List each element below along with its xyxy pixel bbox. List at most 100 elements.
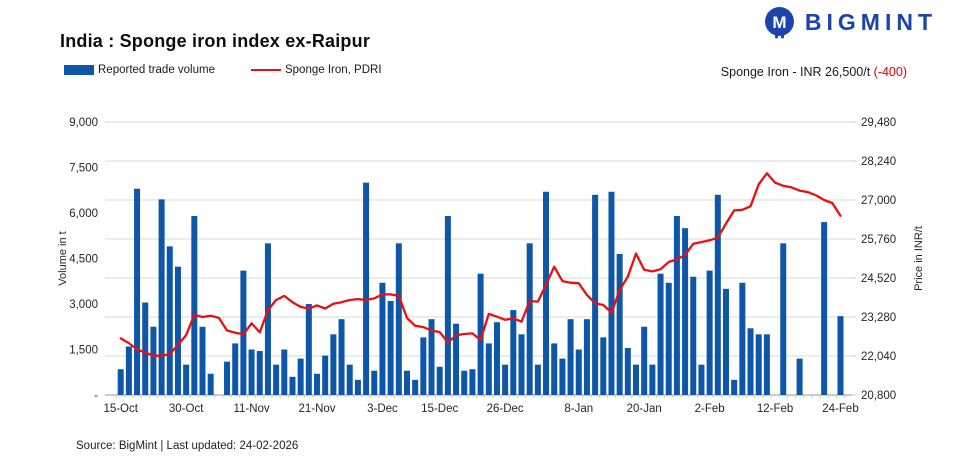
volume-bar (395, 243, 402, 395)
volume-bar (248, 349, 255, 395)
price-change-value: (-400) (873, 65, 907, 79)
volume-bar (420, 337, 427, 395)
volume-bar (682, 228, 689, 395)
volume-bar (485, 343, 492, 395)
volume-bar (559, 358, 566, 395)
volume-bar (551, 343, 558, 395)
volume-bar (207, 373, 214, 395)
volume-bar (354, 379, 361, 395)
x-axis-tick-label: 15-Dec (421, 403, 458, 415)
volume-bar (436, 366, 443, 395)
volume-bar (428, 319, 435, 395)
volume-bar (624, 347, 631, 395)
x-axis-tick-label: 3-Dec (367, 403, 398, 415)
left-axis-tick-label: - (94, 390, 98, 402)
volume-bar (363, 182, 370, 395)
volume-bar (224, 361, 231, 395)
volume-bar (166, 246, 173, 395)
volume-bar (731, 379, 738, 395)
x-axis-tick-label: 20-Jan (627, 403, 662, 415)
volume-bar (641, 326, 648, 395)
left-axis-tick-label: 9,000 (69, 117, 98, 129)
right-axis-tick-label: 29,480 (861, 117, 896, 129)
volume-bar (338, 319, 345, 395)
volume-bar (469, 369, 476, 395)
volume-bar (657, 273, 664, 395)
right-axis-tick-label: 20,800 (861, 390, 896, 402)
x-axis-tick-label: 30-Oct (169, 403, 204, 415)
volume-bar (698, 364, 705, 395)
volume-bar (747, 328, 754, 395)
volume-bar (346, 364, 353, 395)
volume-bar (608, 191, 615, 395)
volume-bar (722, 288, 729, 395)
x-axis-tick-label: 12-Feb (757, 403, 793, 415)
volume-bar (600, 337, 607, 395)
left-axis-tick-label: 3,000 (69, 299, 98, 311)
chart-legend: Reported trade volume Sponge Iron, PDRI (64, 64, 382, 76)
x-axis-tick-label: 24-Feb (822, 403, 858, 415)
left-axis-tick-label: 6,000 (69, 208, 98, 220)
volume-bar (289, 376, 296, 395)
volume-bar (273, 364, 280, 395)
volume-bar (837, 316, 844, 395)
volume-bar (534, 364, 541, 395)
right-axis-tick-label: 27,000 (861, 195, 896, 207)
volume-bar (174, 266, 181, 395)
volume-bar (232, 343, 239, 395)
price-summary: Sponge Iron - INR 26,500/t (-400) (721, 65, 907, 79)
svg-text:M: M (772, 13, 786, 32)
price-line (119, 172, 842, 357)
right-axis-tick-label: 23,280 (861, 312, 896, 324)
volume-bar (543, 191, 550, 395)
volume-bar (314, 373, 321, 395)
volume-bar (125, 346, 132, 395)
volume-bar (673, 216, 680, 395)
left-axis-tick-label: 7,500 (69, 163, 98, 175)
volume-bar (461, 370, 468, 395)
x-axis-tick-label: 21-Nov (298, 403, 335, 415)
volume-bar (690, 276, 697, 395)
volume-bar (665, 282, 672, 395)
bigmint-logo-icon: M (764, 7, 794, 39)
volume-bar (780, 243, 787, 395)
volume-bar (371, 370, 378, 395)
volume-bar (191, 216, 198, 395)
volume-bar (502, 364, 509, 395)
price-line-swatch (250, 68, 281, 72)
volume-bar (633, 364, 640, 395)
bigmint-logo: M BIGMINT (763, 6, 937, 39)
volume-bar (281, 349, 288, 395)
volume-bar (583, 319, 590, 395)
volume-bar (526, 243, 533, 395)
volume-bar (444, 216, 451, 395)
volume-bar (305, 304, 312, 395)
left-axis-tick-label: 1,500 (69, 345, 98, 357)
left-axis-title: Volume in t (57, 231, 69, 285)
volume-bar (453, 323, 460, 395)
right-axis-tick-label: 22,040 (861, 351, 896, 363)
volume-bar (477, 273, 484, 395)
volume-bar (158, 199, 165, 395)
volume-bar (755, 334, 762, 395)
volume-bar (412, 379, 419, 395)
volume-bar (183, 364, 190, 395)
volume-bar (256, 351, 263, 395)
chart-canvas: - 1,500 3,000 4,500 6,000 7,500 9,000 20,800 22,… (57, 117, 925, 415)
volume-bar (117, 369, 124, 395)
x-axis-tick-label: 8-Jan (564, 403, 593, 415)
volume-bar (706, 270, 713, 395)
right-axis-tick-label: 25,760 (861, 234, 896, 246)
volume-bar (387, 300, 394, 395)
volume-bar (763, 334, 770, 395)
volume-bar (142, 302, 149, 395)
volume-bar (297, 358, 304, 395)
legend-price-label: Sponge Iron, PDRI (284, 64, 382, 76)
volume-bar (322, 355, 329, 395)
volume-bar (739, 282, 746, 395)
x-axis-tick-label: 2-Feb (695, 403, 725, 415)
x-axis-tick-label: 11-Nov (233, 403, 269, 415)
right-axis-tick-label: 24,520 (861, 273, 896, 285)
volume-bar (616, 253, 623, 395)
volume-bar (403, 370, 410, 395)
